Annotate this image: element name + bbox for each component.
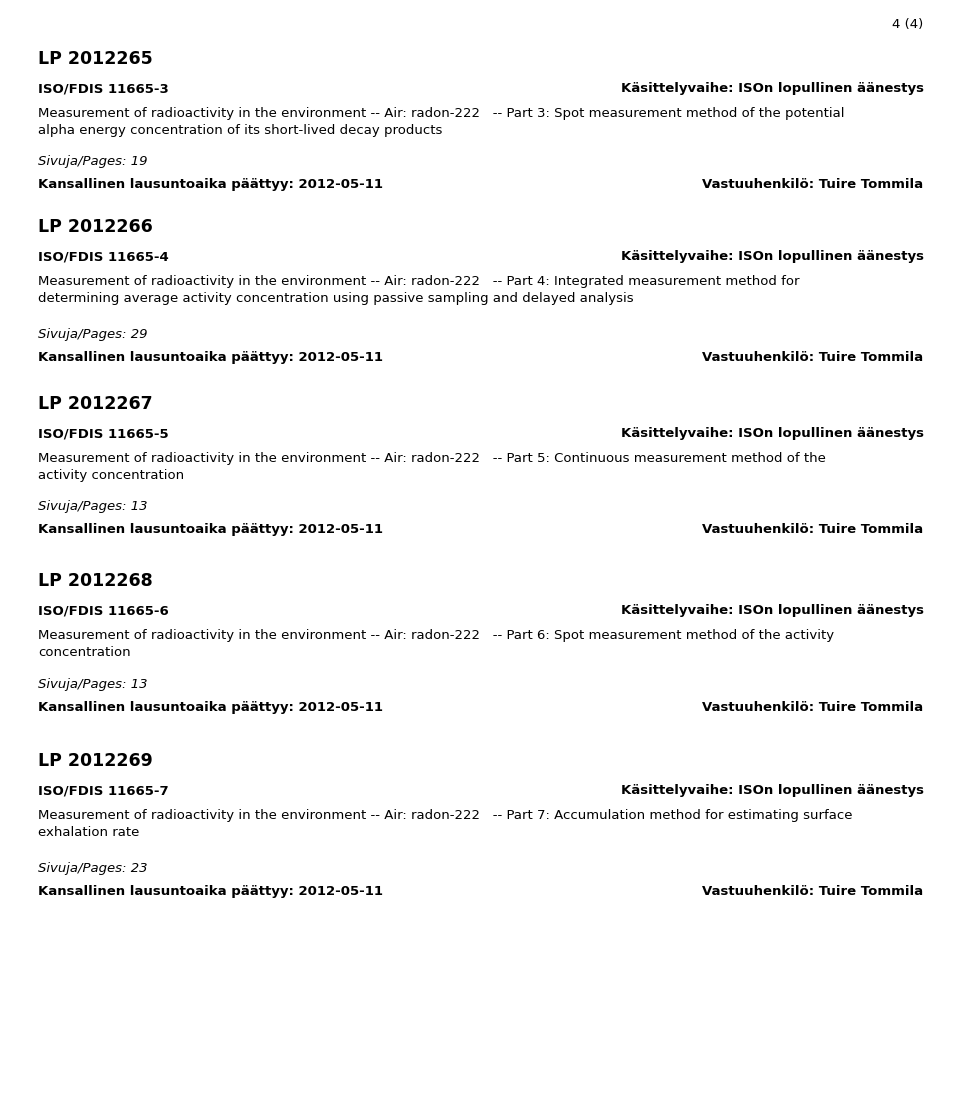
Text: ISO/FDIS 11665-3: ISO/FDIS 11665-3 bbox=[38, 82, 169, 95]
Text: Measurement of radioactivity in the environment -- Air: radon-222   -- Part 6: S: Measurement of radioactivity in the envi… bbox=[38, 629, 834, 641]
Text: Vastuuhenkilö: Tuire Tommila: Vastuuhenkilö: Tuire Tommila bbox=[703, 178, 924, 191]
Text: Kansallinen lausuntoaika päättyy: 2012-05-11: Kansallinen lausuntoaika päättyy: 2012-0… bbox=[38, 885, 383, 898]
Text: Kansallinen lausuntoaika päättyy: 2012-05-11: Kansallinen lausuntoaika päättyy: 2012-0… bbox=[38, 351, 383, 364]
Text: ISO/FDIS 11665-6: ISO/FDIS 11665-6 bbox=[38, 604, 169, 617]
Text: LP 2012268: LP 2012268 bbox=[38, 572, 154, 589]
Text: Sivuja/Pages: 29: Sivuja/Pages: 29 bbox=[38, 328, 148, 341]
Text: Measurement of radioactivity in the environment -- Air: radon-222   -- Part 5: C: Measurement of radioactivity in the envi… bbox=[38, 452, 827, 465]
Text: Vastuuhenkilö: Tuire Tommila: Vastuuhenkilö: Tuire Tommila bbox=[703, 351, 924, 364]
Text: ISO/FDIS 11665-7: ISO/FDIS 11665-7 bbox=[38, 784, 169, 797]
Text: Käsittelyvaihe: ISOn lopullinen äänestys: Käsittelyvaihe: ISOn lopullinen äänestys bbox=[620, 784, 924, 797]
Text: alpha energy concentration of its short-lived decay products: alpha energy concentration of its short-… bbox=[38, 124, 443, 137]
Text: 4 (4): 4 (4) bbox=[892, 18, 924, 31]
Text: ISO/FDIS 11665-5: ISO/FDIS 11665-5 bbox=[38, 427, 169, 440]
Text: activity concentration: activity concentration bbox=[38, 469, 184, 482]
Text: Measurement of radioactivity in the environment -- Air: radon-222   -- Part 3: S: Measurement of radioactivity in the envi… bbox=[38, 107, 845, 119]
Text: Käsittelyvaihe: ISOn lopullinen äänestys: Käsittelyvaihe: ISOn lopullinen äänestys bbox=[620, 82, 924, 95]
Text: LP 2012265: LP 2012265 bbox=[38, 50, 154, 67]
Text: Kansallinen lausuntoaika päättyy: 2012-05-11: Kansallinen lausuntoaika päättyy: 2012-0… bbox=[38, 701, 383, 714]
Text: Sivuja/Pages: 13: Sivuja/Pages: 13 bbox=[38, 678, 148, 691]
Text: Käsittelyvaihe: ISOn lopullinen äänestys: Käsittelyvaihe: ISOn lopullinen äänestys bbox=[620, 250, 924, 263]
Text: determining average activity concentration using passive sampling and delayed an: determining average activity concentrati… bbox=[38, 292, 634, 305]
Text: Käsittelyvaihe: ISOn lopullinen äänestys: Käsittelyvaihe: ISOn lopullinen äänestys bbox=[620, 427, 924, 440]
Text: Sivuja/Pages: 13: Sivuja/Pages: 13 bbox=[38, 500, 148, 513]
Text: LP 2012267: LP 2012267 bbox=[38, 395, 153, 413]
Text: concentration: concentration bbox=[38, 646, 131, 659]
Text: Käsittelyvaihe: ISOn lopullinen äänestys: Käsittelyvaihe: ISOn lopullinen äänestys bbox=[620, 604, 924, 617]
Text: Sivuja/Pages: 23: Sivuja/Pages: 23 bbox=[38, 862, 148, 875]
Text: Kansallinen lausuntoaika päättyy: 2012-05-11: Kansallinen lausuntoaika päättyy: 2012-0… bbox=[38, 178, 383, 191]
Text: LP 2012269: LP 2012269 bbox=[38, 752, 154, 770]
Text: Sivuja/Pages: 19: Sivuja/Pages: 19 bbox=[38, 155, 148, 168]
Text: Vastuuhenkilö: Tuire Tommila: Vastuuhenkilö: Tuire Tommila bbox=[703, 523, 924, 536]
Text: Measurement of radioactivity in the environment -- Air: radon-222   -- Part 7: A: Measurement of radioactivity in the envi… bbox=[38, 808, 852, 822]
Text: Measurement of radioactivity in the environment -- Air: radon-222   -- Part 4: I: Measurement of radioactivity in the envi… bbox=[38, 275, 800, 288]
Text: Vastuuhenkilö: Tuire Tommila: Vastuuhenkilö: Tuire Tommila bbox=[703, 701, 924, 714]
Text: LP 2012266: LP 2012266 bbox=[38, 218, 154, 236]
Text: exhalation rate: exhalation rate bbox=[38, 826, 140, 839]
Text: Kansallinen lausuntoaika päättyy: 2012-05-11: Kansallinen lausuntoaika päättyy: 2012-0… bbox=[38, 523, 383, 536]
Text: Vastuuhenkilö: Tuire Tommila: Vastuuhenkilö: Tuire Tommila bbox=[703, 885, 924, 898]
Text: ISO/FDIS 11665-4: ISO/FDIS 11665-4 bbox=[38, 250, 169, 263]
